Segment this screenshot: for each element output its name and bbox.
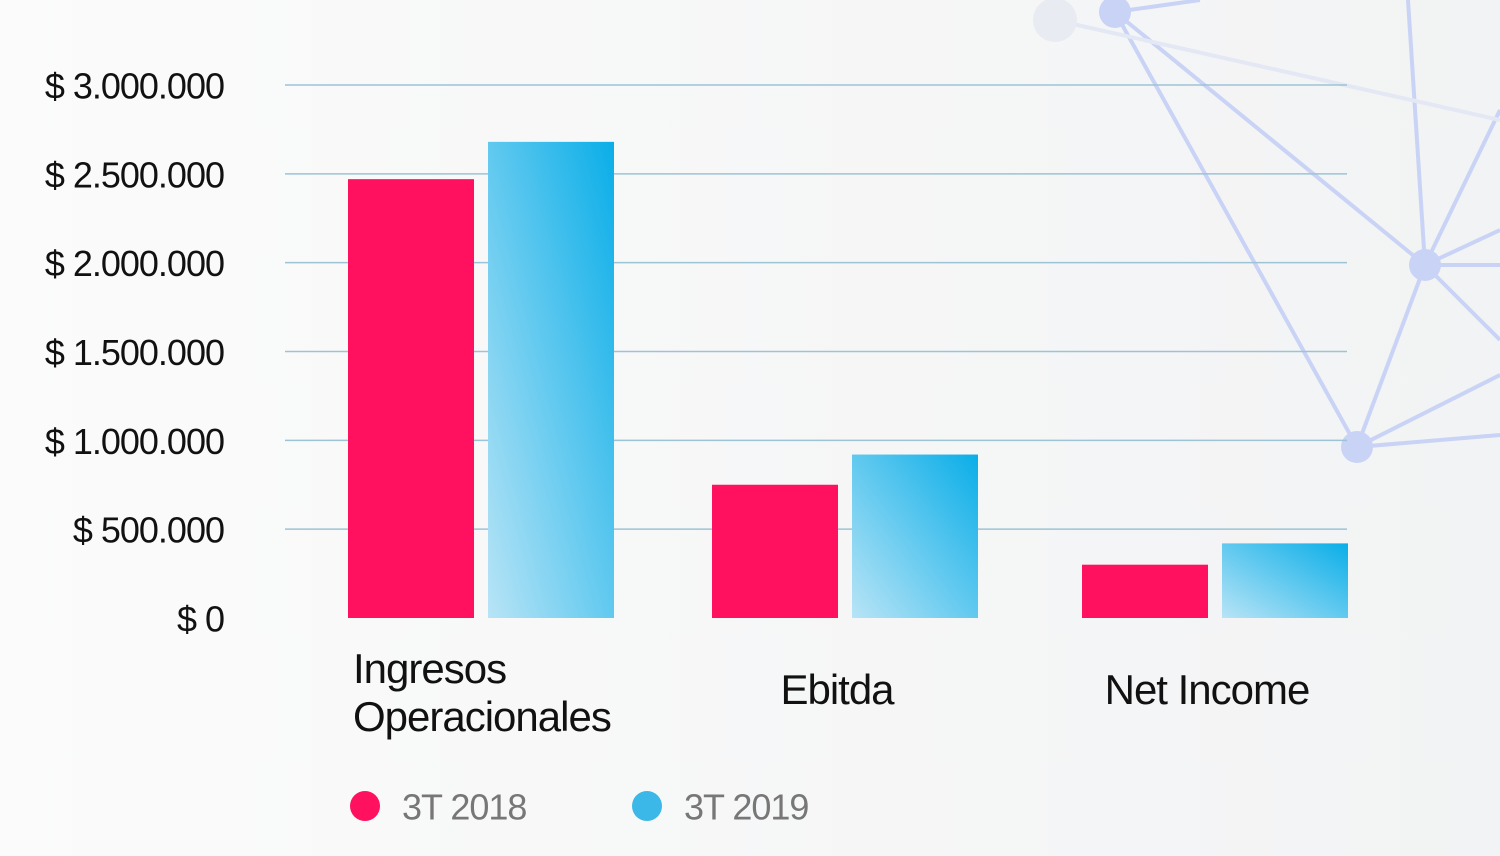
bar (488, 141, 614, 618)
bar (852, 454, 978, 618)
bar (348, 179, 474, 618)
x-tick-label: Net Income (1047, 640, 1367, 740)
legend-marker (632, 791, 662, 821)
x-tick-text: Ebitda (780, 666, 894, 713)
x-tick-text: Ingresos Operacionales (353, 645, 612, 740)
x-tick-label: Ingresos Operacionales (353, 643, 653, 743)
x-tick-text: Net Income (1104, 666, 1311, 713)
network-decoration (1033, 0, 1500, 463)
legend-label: 3T 2018 (402, 787, 526, 828)
bar (1082, 564, 1208, 618)
y-tick-label: $ 0 (177, 599, 224, 640)
y-tick-label: $ 1.000.000 (45, 421, 224, 462)
x-tick-label: Ebitda (677, 640, 997, 740)
legend-marker (350, 791, 380, 821)
bar (1222, 543, 1348, 618)
legend-label: 3T 2019 (684, 787, 808, 828)
y-tick-label: $ 3.000.000 (45, 66, 224, 107)
y-tick-label: $ 500.000 (73, 510, 224, 551)
bar (712, 484, 838, 618)
y-tick-label: $ 2.500.000 (45, 154, 224, 195)
y-tick-label: $ 1.500.000 (45, 332, 224, 373)
y-tick-label: $ 2.000.000 (45, 243, 224, 284)
